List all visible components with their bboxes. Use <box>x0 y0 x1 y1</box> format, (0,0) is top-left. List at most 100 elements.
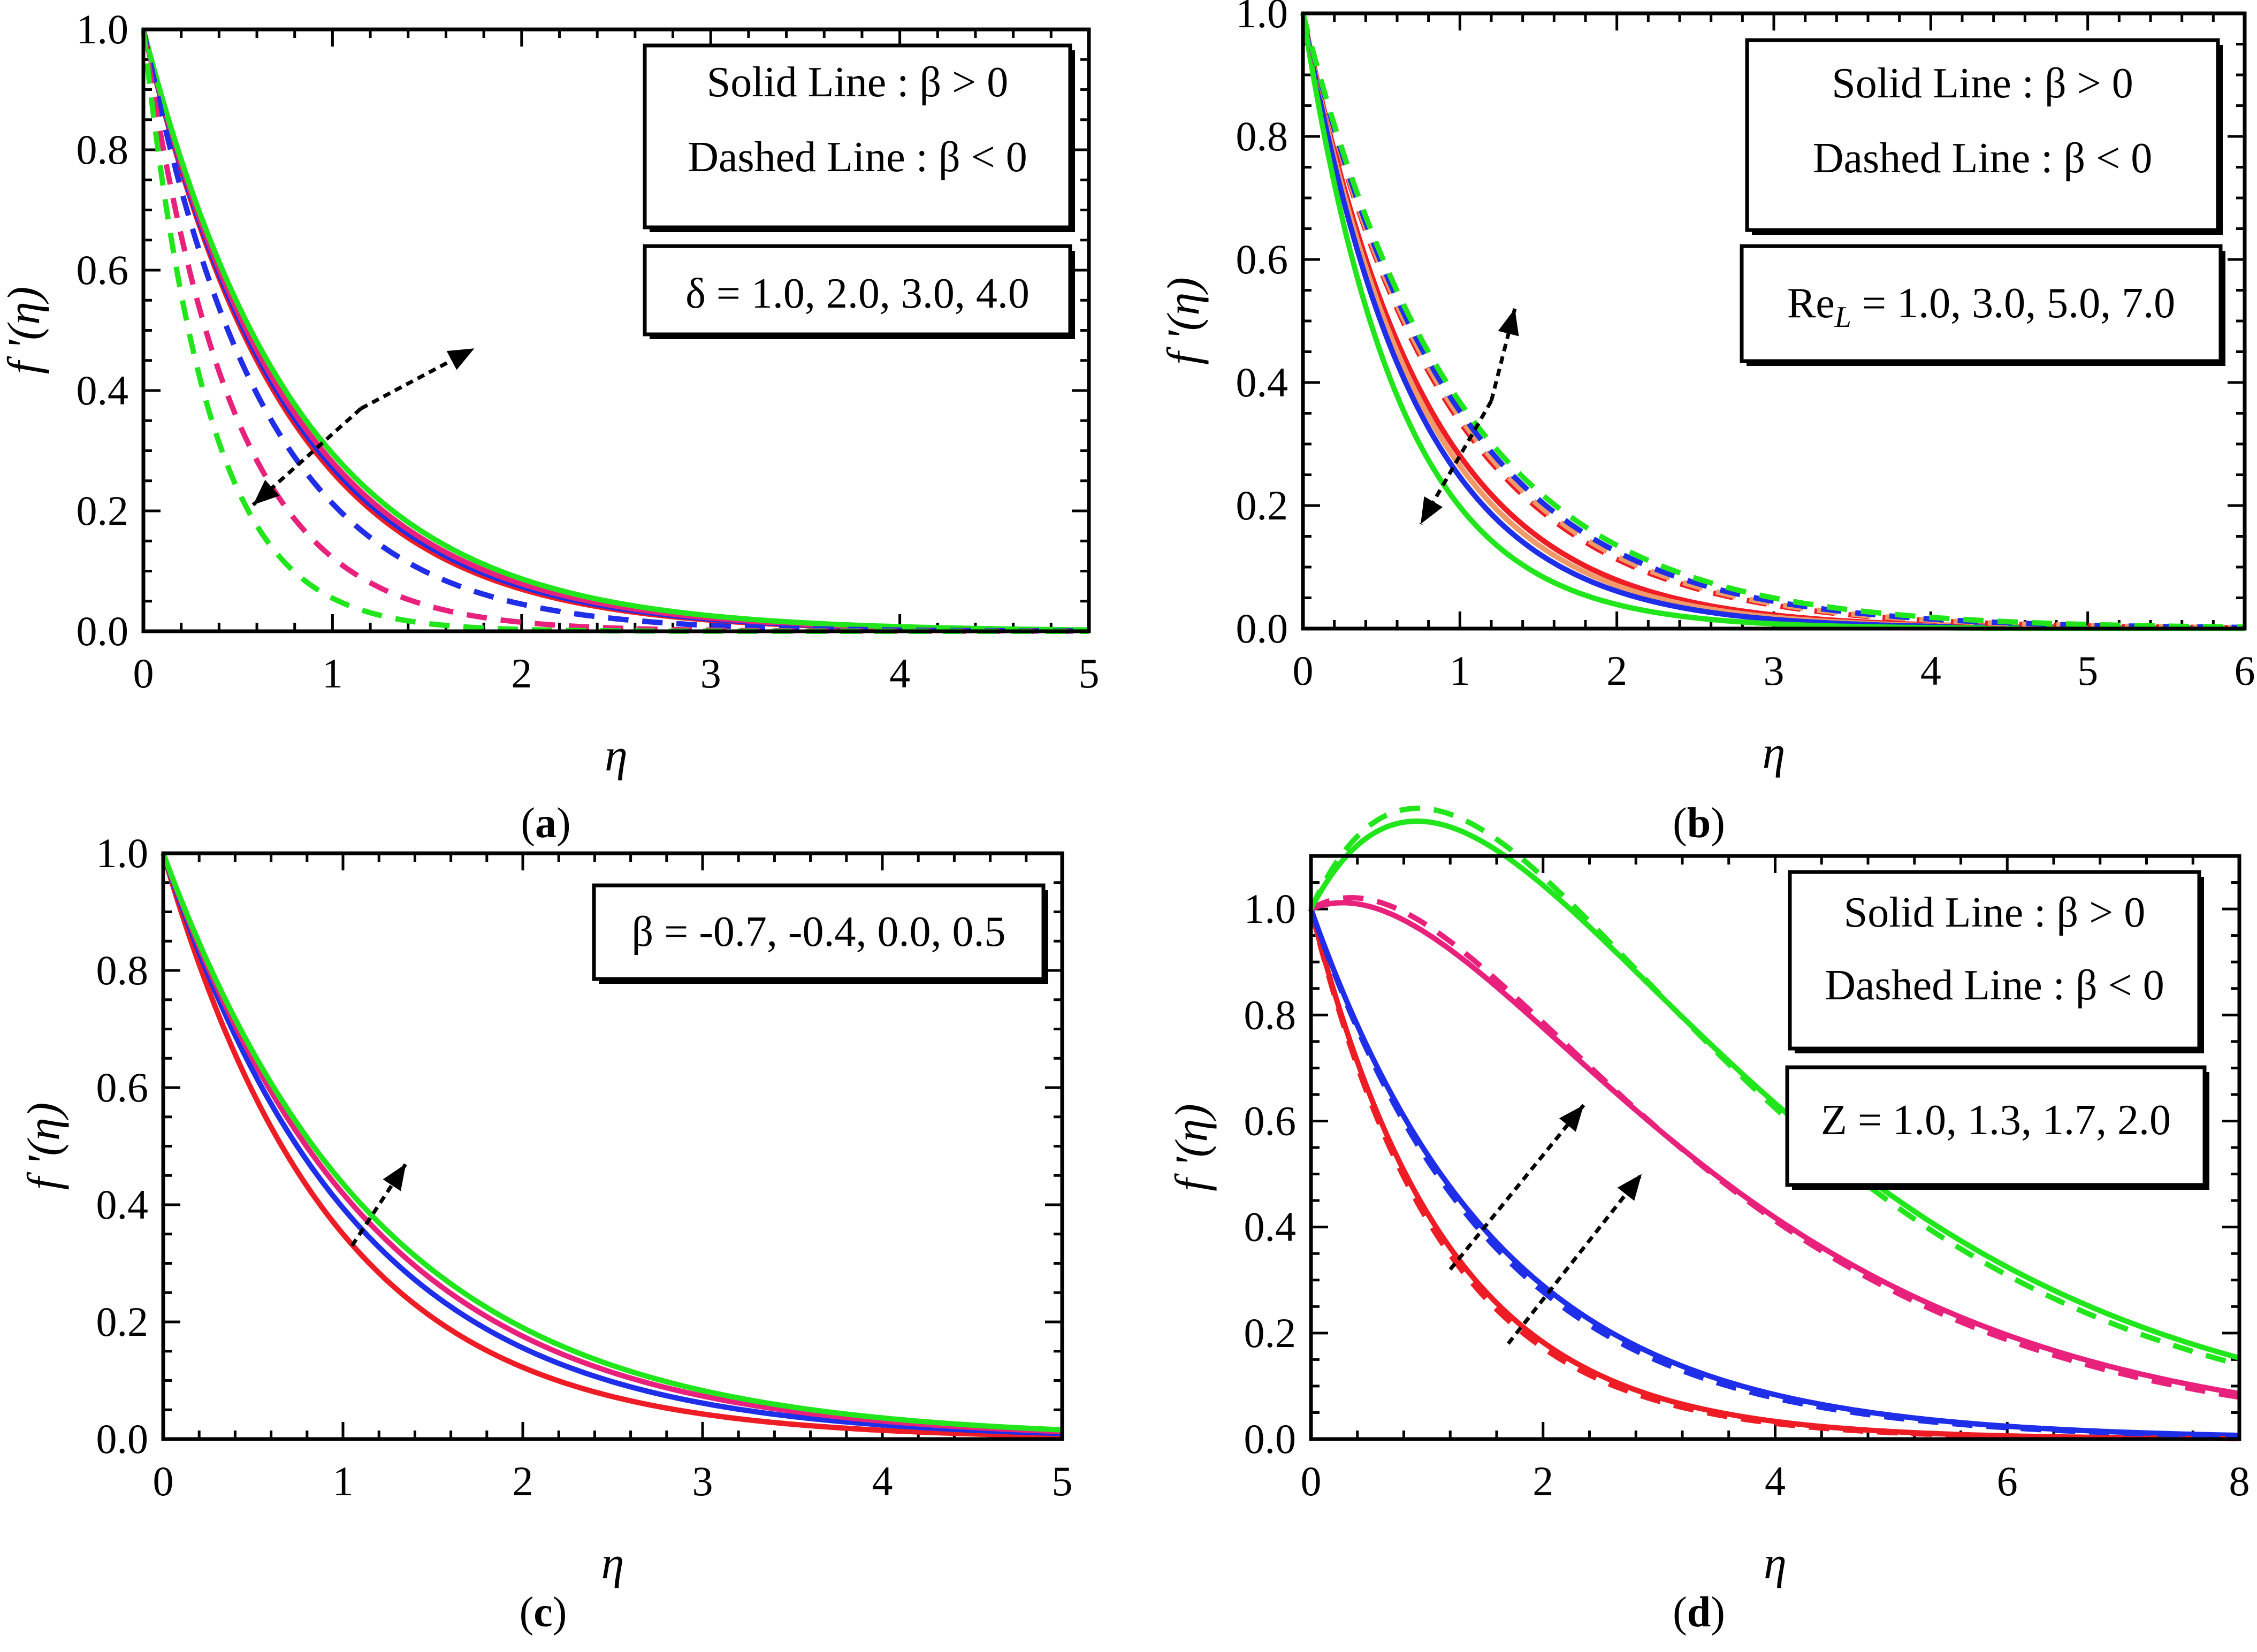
series-group <box>1308 805 2240 1442</box>
y-tick-label: 0.6 <box>96 1064 149 1111</box>
caption-close: ) <box>556 800 571 847</box>
y-tick-label: 0.4 <box>96 1181 149 1228</box>
legend-text: Solid Line : β > 0 <box>707 59 1009 106</box>
x-tick-label: 2 <box>511 650 532 697</box>
plot-frame <box>1301 11 2247 631</box>
caption-letter: d <box>1687 1589 1711 1636</box>
caption-letter: c <box>533 1589 553 1636</box>
y-tick-label: 0.6 <box>77 247 129 293</box>
series-group <box>161 852 1063 1439</box>
y-tick-label: 1.0 <box>77 6 129 52</box>
series-line-blue-solid <box>161 852 1063 1436</box>
legend-box: Z = 1.0, 1.3, 1.7, 2.0 <box>1785 1065 2209 1190</box>
x-tick-label: 2 <box>513 1458 533 1504</box>
legend-text-main: Re <box>1787 280 1835 327</box>
panel-caption: (a) <box>521 800 570 847</box>
legend-box: ReL = 1.0, 3.0, 5.0, 7.0 <box>1740 244 2225 366</box>
legend-box: Solid Line : β > 0 Dashed Line : β < 0 <box>1788 870 2204 1053</box>
y-tick-label: 0.2 <box>96 1298 149 1345</box>
x-tick-label: 4 <box>872 1458 893 1504</box>
plot-frame <box>161 851 1064 1441</box>
legend-box: Solid Line : β > 0 Dashed Line : β < 0 <box>1745 38 2223 235</box>
y-tick-label: 0.0 <box>1236 605 1288 652</box>
caption-close: ) <box>1711 1589 1725 1636</box>
plot-frame <box>141 27 1091 633</box>
legend-frame <box>643 43 1072 230</box>
arrow-head-icon <box>253 479 280 505</box>
arrow-head-icon <box>1559 1105 1584 1132</box>
x-tick-label: 8 <box>2229 1458 2250 1504</box>
legend-frame <box>592 883 1046 981</box>
caption-letter: b <box>1687 800 1711 847</box>
panel-d: 0 2 4 6 8 0.0 0.2 0.4 0.6 0.8 1.0 η f '(η) (d) Solid L… <box>1165 805 2250 1636</box>
y-tick-label: 0.8 <box>77 126 129 173</box>
x-axis-title: η <box>601 1537 624 1588</box>
series-line-blue-dashed <box>1308 908 2240 1439</box>
panel-caption: (c) <box>520 1589 567 1636</box>
x-tick-label: 3 <box>692 1458 713 1504</box>
arrow-head-icon <box>383 1164 406 1191</box>
legend-frame <box>1740 244 2223 363</box>
y-axis-title: f '(η) <box>0 287 49 374</box>
x-tick-label: 5 <box>1079 650 1100 697</box>
arrow-head-icon <box>1421 496 1443 524</box>
caption-open: ( <box>1673 1589 1687 1636</box>
x-tick-label: 4 <box>1920 647 1941 694</box>
x-tick-label: 5 <box>2077 647 2098 694</box>
y-tick-label: 0.6 <box>1244 1097 1297 1144</box>
series-line-pink-dashed <box>1309 895 2240 1400</box>
series-line-green-solid <box>1308 819 2240 1361</box>
y-tick-label: 0.8 <box>1244 991 1297 1038</box>
y-tick-label: 1.0 <box>1236 0 1288 36</box>
legend-text: Solid Line : β > 0 <box>1832 60 2133 107</box>
legend-text-rest: = 1.0, 3.0, 5.0, 7.0 <box>1851 280 2175 327</box>
legend-text: Dashed Line : β < 0 <box>1813 135 2153 182</box>
y-tick-label: 0.0 <box>1244 1416 1297 1462</box>
caption-open: ( <box>1673 800 1687 847</box>
arrow-head-icon <box>446 348 475 370</box>
series-line-blue-dashed <box>1300 12 2245 630</box>
annotation-arrows <box>1419 308 1519 525</box>
annotation-arrows <box>1448 1104 1643 1345</box>
legend-text: Solid Line : β > 0 <box>1844 889 2146 936</box>
y-tick-label: 0.2 <box>1236 482 1288 529</box>
legend-box: δ = 1.0, 2.0, 3.0, 4.0 <box>643 244 1075 339</box>
panel-c: 0 1 2 3 4 5 0.0 0.2 0.4 0.6 0.8 1.0 η f '(η) (c) β = -0… <box>18 830 1073 1636</box>
x-tick-label: 3 <box>1764 647 1785 694</box>
arrow-head-icon <box>1498 309 1519 336</box>
x-axis-title: η <box>1764 1537 1787 1588</box>
legend-text: Dashed Line : β < 0 <box>688 134 1027 181</box>
x-tick-label: 1 <box>322 650 343 697</box>
y-tick-label: 0.8 <box>1236 113 1288 159</box>
y-axis-title: f '(η) <box>18 1103 69 1190</box>
legend-text: δ = 1.0, 2.0, 3.0, 4.0 <box>685 270 1030 317</box>
y-tick-label: 0.2 <box>77 487 129 534</box>
x-tick-label: 2 <box>1532 1458 1553 1504</box>
caption-open: ( <box>520 1589 534 1636</box>
panel-a: 0 1 2 3 4 5 0.0 0.2 0.4 0.6 0.8 1.0 η f '(η) (a) Solid … <box>0 6 1100 847</box>
series-line-pink-solid <box>1310 900 2240 1396</box>
plot-frame <box>1309 854 2241 1441</box>
y-tick-label: 0.0 <box>77 608 129 654</box>
y-tick-label: 0.8 <box>96 947 149 993</box>
series-line-green-dashed <box>1300 12 2245 630</box>
y-tick-label: 0.4 <box>1236 359 1288 406</box>
trend-arrow-line <box>1506 1173 1643 1345</box>
x-tick-label: 6 <box>2235 647 2255 694</box>
series-line-green-solid <box>141 28 1089 633</box>
caption-letter: a <box>535 800 556 847</box>
series-line-blue-solid <box>1308 908 2240 1439</box>
y-tick-label: 0.6 <box>1236 236 1288 282</box>
y-tick-label: 0.4 <box>1244 1204 1297 1250</box>
legend-frame <box>643 244 1072 336</box>
y-tick-label: 1.0 <box>96 830 149 876</box>
panel-b: 0 1 2 3 4 5 6 0.0 0.2 0.4 0.6 0.8 1.0 η f '(η) (b) Solid… <box>1157 0 2255 847</box>
caption-open: ( <box>521 800 535 847</box>
y-tick-label: 0.0 <box>96 1416 149 1462</box>
legend-text: ReL = 1.0, 3.0, 5.0, 7.0 <box>1787 280 2175 334</box>
legend-subscript: L <box>1834 301 1851 334</box>
x-tick-label: 0 <box>1293 647 1314 694</box>
x-tick-label: 3 <box>700 650 721 697</box>
legend-text: Dashed Line : β < 0 <box>1825 962 2164 1009</box>
